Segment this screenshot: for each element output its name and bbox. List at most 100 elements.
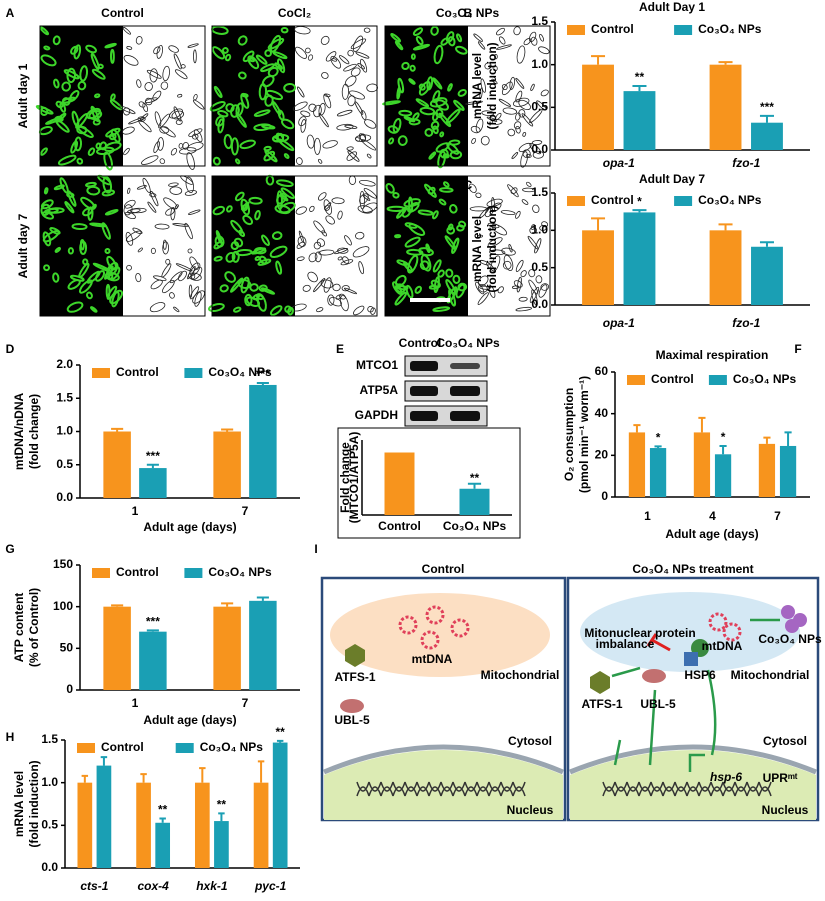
mito-signal [242,50,255,63]
mito-outline [465,100,483,105]
mito-signal [111,291,120,308]
mito-outline [501,81,513,96]
mito-signal [419,106,436,116]
bar [194,782,210,868]
mito-outline [173,106,182,122]
mito-outline [124,199,136,209]
error-bar [146,629,159,632]
legend-swatch [184,368,203,378]
image-frame [384,175,551,317]
legend-swatch [92,368,110,378]
mito-outline [475,192,482,198]
error-bar [256,596,269,601]
mito-outline [153,141,160,154]
column-label: CoCl₂ [278,6,311,20]
panel-letter: A [6,6,15,20]
mito-outline [323,199,332,215]
legend-swatch [708,375,727,385]
mito-outline [123,204,133,216]
mito-outline [497,286,504,294]
mito-outline [359,193,369,204]
mito-signal [40,203,51,216]
bar [136,782,151,868]
y-axis-label: mRNA level [12,771,26,837]
mito-outline [300,119,307,133]
mito-signal [449,150,463,160]
x-tick-label: Co₃O₄ NPs [443,519,507,533]
error-bar [81,774,89,783]
mito-outline [184,190,197,196]
bar [139,468,167,498]
mito-outline [298,116,307,127]
x-tick-label: fzo-1 [732,156,760,170]
mito-signal [403,198,421,208]
mito-outline [187,43,199,48]
mito-outline [491,197,496,213]
mito-outline [513,121,522,130]
bar [582,64,614,150]
mito-outline [366,153,372,159]
legend-swatch [674,196,693,206]
mito-outline [309,205,315,212]
mito-signal [53,78,60,89]
bar [459,488,490,515]
label: ATFS-1 [581,697,622,711]
mito-outline [530,83,535,91]
y-tick-label: 60 [595,364,609,378]
mito-signal [248,196,263,205]
bar [758,443,776,497]
mito-outline [318,158,323,164]
y-axis-label: mtDNA/nDNA [12,393,26,471]
mito-outline [294,46,308,59]
mito-signal [276,192,287,205]
error-bar [111,427,124,432]
mito-outline [477,234,484,238]
mito-signal [439,187,454,193]
mito-outline [175,263,193,272]
mito-signal [208,303,225,313]
mito-signal [457,88,467,97]
mito-outline [122,126,135,135]
y-axis-label: O₂ consumption [562,388,576,481]
mtdna-icon [398,615,418,635]
mito-signal [245,296,260,307]
atfs-icon [590,671,610,694]
mito-signal [234,158,241,165]
y-tick-label: 0.5 [56,457,73,471]
mito-outline [327,294,335,306]
mito-outline [541,221,549,228]
mito-signal [69,274,85,282]
mito-outline [173,306,180,313]
mito-signal [415,35,424,46]
label: ATFS-1 [334,670,375,684]
mito-outline [193,93,198,101]
mito-signal [64,201,75,214]
mito-signal [85,291,93,300]
mito-outline [187,248,193,254]
blot-band [410,361,438,371]
image-frame [211,25,378,167]
mito-outline [159,126,170,134]
mito-signal [52,272,60,283]
legend-label: Co₃O₄ NPs [208,365,272,379]
mito-signal [447,83,453,92]
mito-outline [487,222,500,229]
mito-outline [522,149,531,158]
mito-outline [473,33,483,42]
mito-outline [346,146,354,151]
mito-outline [480,135,490,146]
mito-outline [145,97,153,106]
mito-signal [66,301,84,313]
mito-outline [539,225,547,231]
mito-signal [89,222,108,228]
mito-outline [136,79,142,88]
bar [709,64,742,150]
bar [272,742,288,868]
legend-swatch [674,25,693,35]
error-bar [218,812,225,822]
mito-outline [540,89,549,97]
mito-signal [403,116,416,123]
mito-signal [61,81,71,92]
mito-outline [135,36,143,45]
mito-signal [406,254,419,274]
